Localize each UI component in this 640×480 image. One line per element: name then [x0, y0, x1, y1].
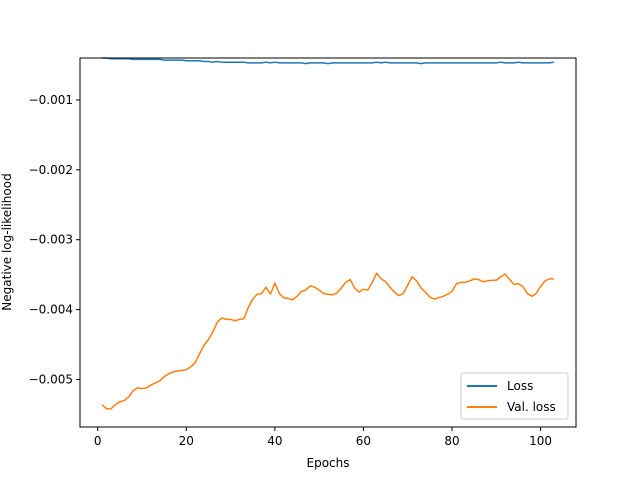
legend-label-loss: Loss: [507, 379, 533, 393]
x-tick-label: 40: [267, 434, 282, 448]
x-tick-label: 0: [94, 434, 102, 448]
series-line-val-loss: [101, 272, 554, 410]
y-tick-label: −0.002: [29, 163, 73, 177]
x-tick-label: 80: [444, 434, 459, 448]
plot-frame: [79, 57, 577, 428]
y-axis-label: Negative log-likelihood: [0, 173, 14, 310]
x-tick-label: 100: [529, 434, 552, 448]
plot-area: [80, 58, 576, 427]
legend-label-val-loss: Val. loss: [507, 400, 556, 414]
y-axis: −0.001 −0.002 −0.003 −0.004 −0.005: [29, 93, 80, 386]
x-tick-label: 60: [356, 434, 371, 448]
series-layer: [101, 57, 554, 410]
x-axis: 0 20 40 60 80 100: [94, 427, 552, 448]
x-tick-label: 20: [179, 434, 194, 448]
legend: Loss Val. loss: [460, 372, 569, 420]
x-axis-label: Epochs: [307, 456, 350, 470]
y-tick-label: −0.005: [29, 372, 73, 386]
y-tick-label: −0.003: [29, 233, 73, 247]
y-tick-label: −0.001: [29, 93, 73, 107]
y-tick-label: −0.004: [29, 303, 73, 317]
series-line-loss: [102, 57, 554, 65]
